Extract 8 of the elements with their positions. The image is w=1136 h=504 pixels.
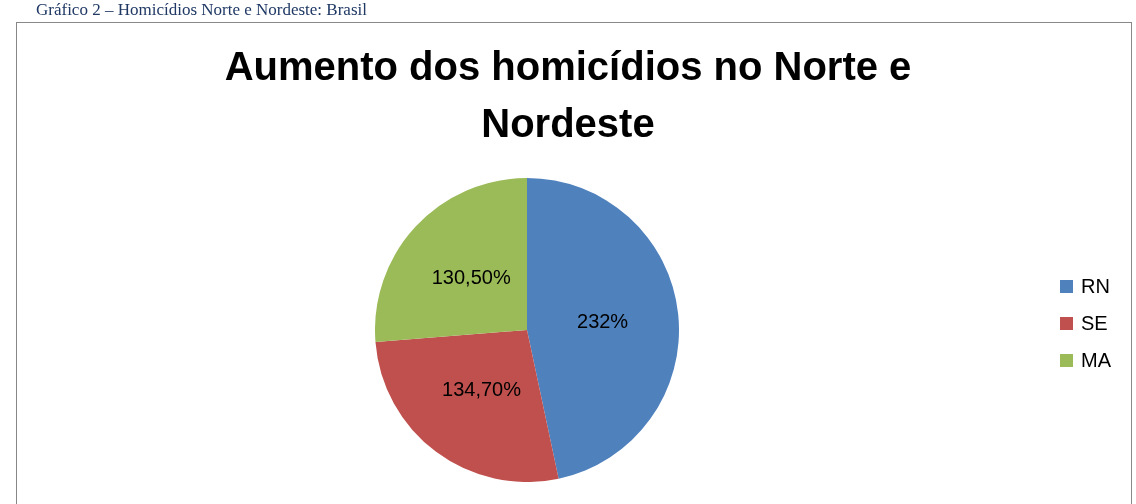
data-label: 130,50% [431, 265, 511, 288]
legend-label: RN [1081, 275, 1110, 298]
legend-label: MA [1081, 349, 1111, 372]
text: Gráfico 2 – Homicídios Norte e Nordeste: Brasil [36, 0, 367, 20]
legend-label: SE [1081, 312, 1108, 335]
data-label: 232% [577, 309, 629, 332]
chart-title: Aumento dos homicídios no Norte e Nordeste [223, 43, 913, 147]
data-label: 134,70% [442, 378, 522, 401]
